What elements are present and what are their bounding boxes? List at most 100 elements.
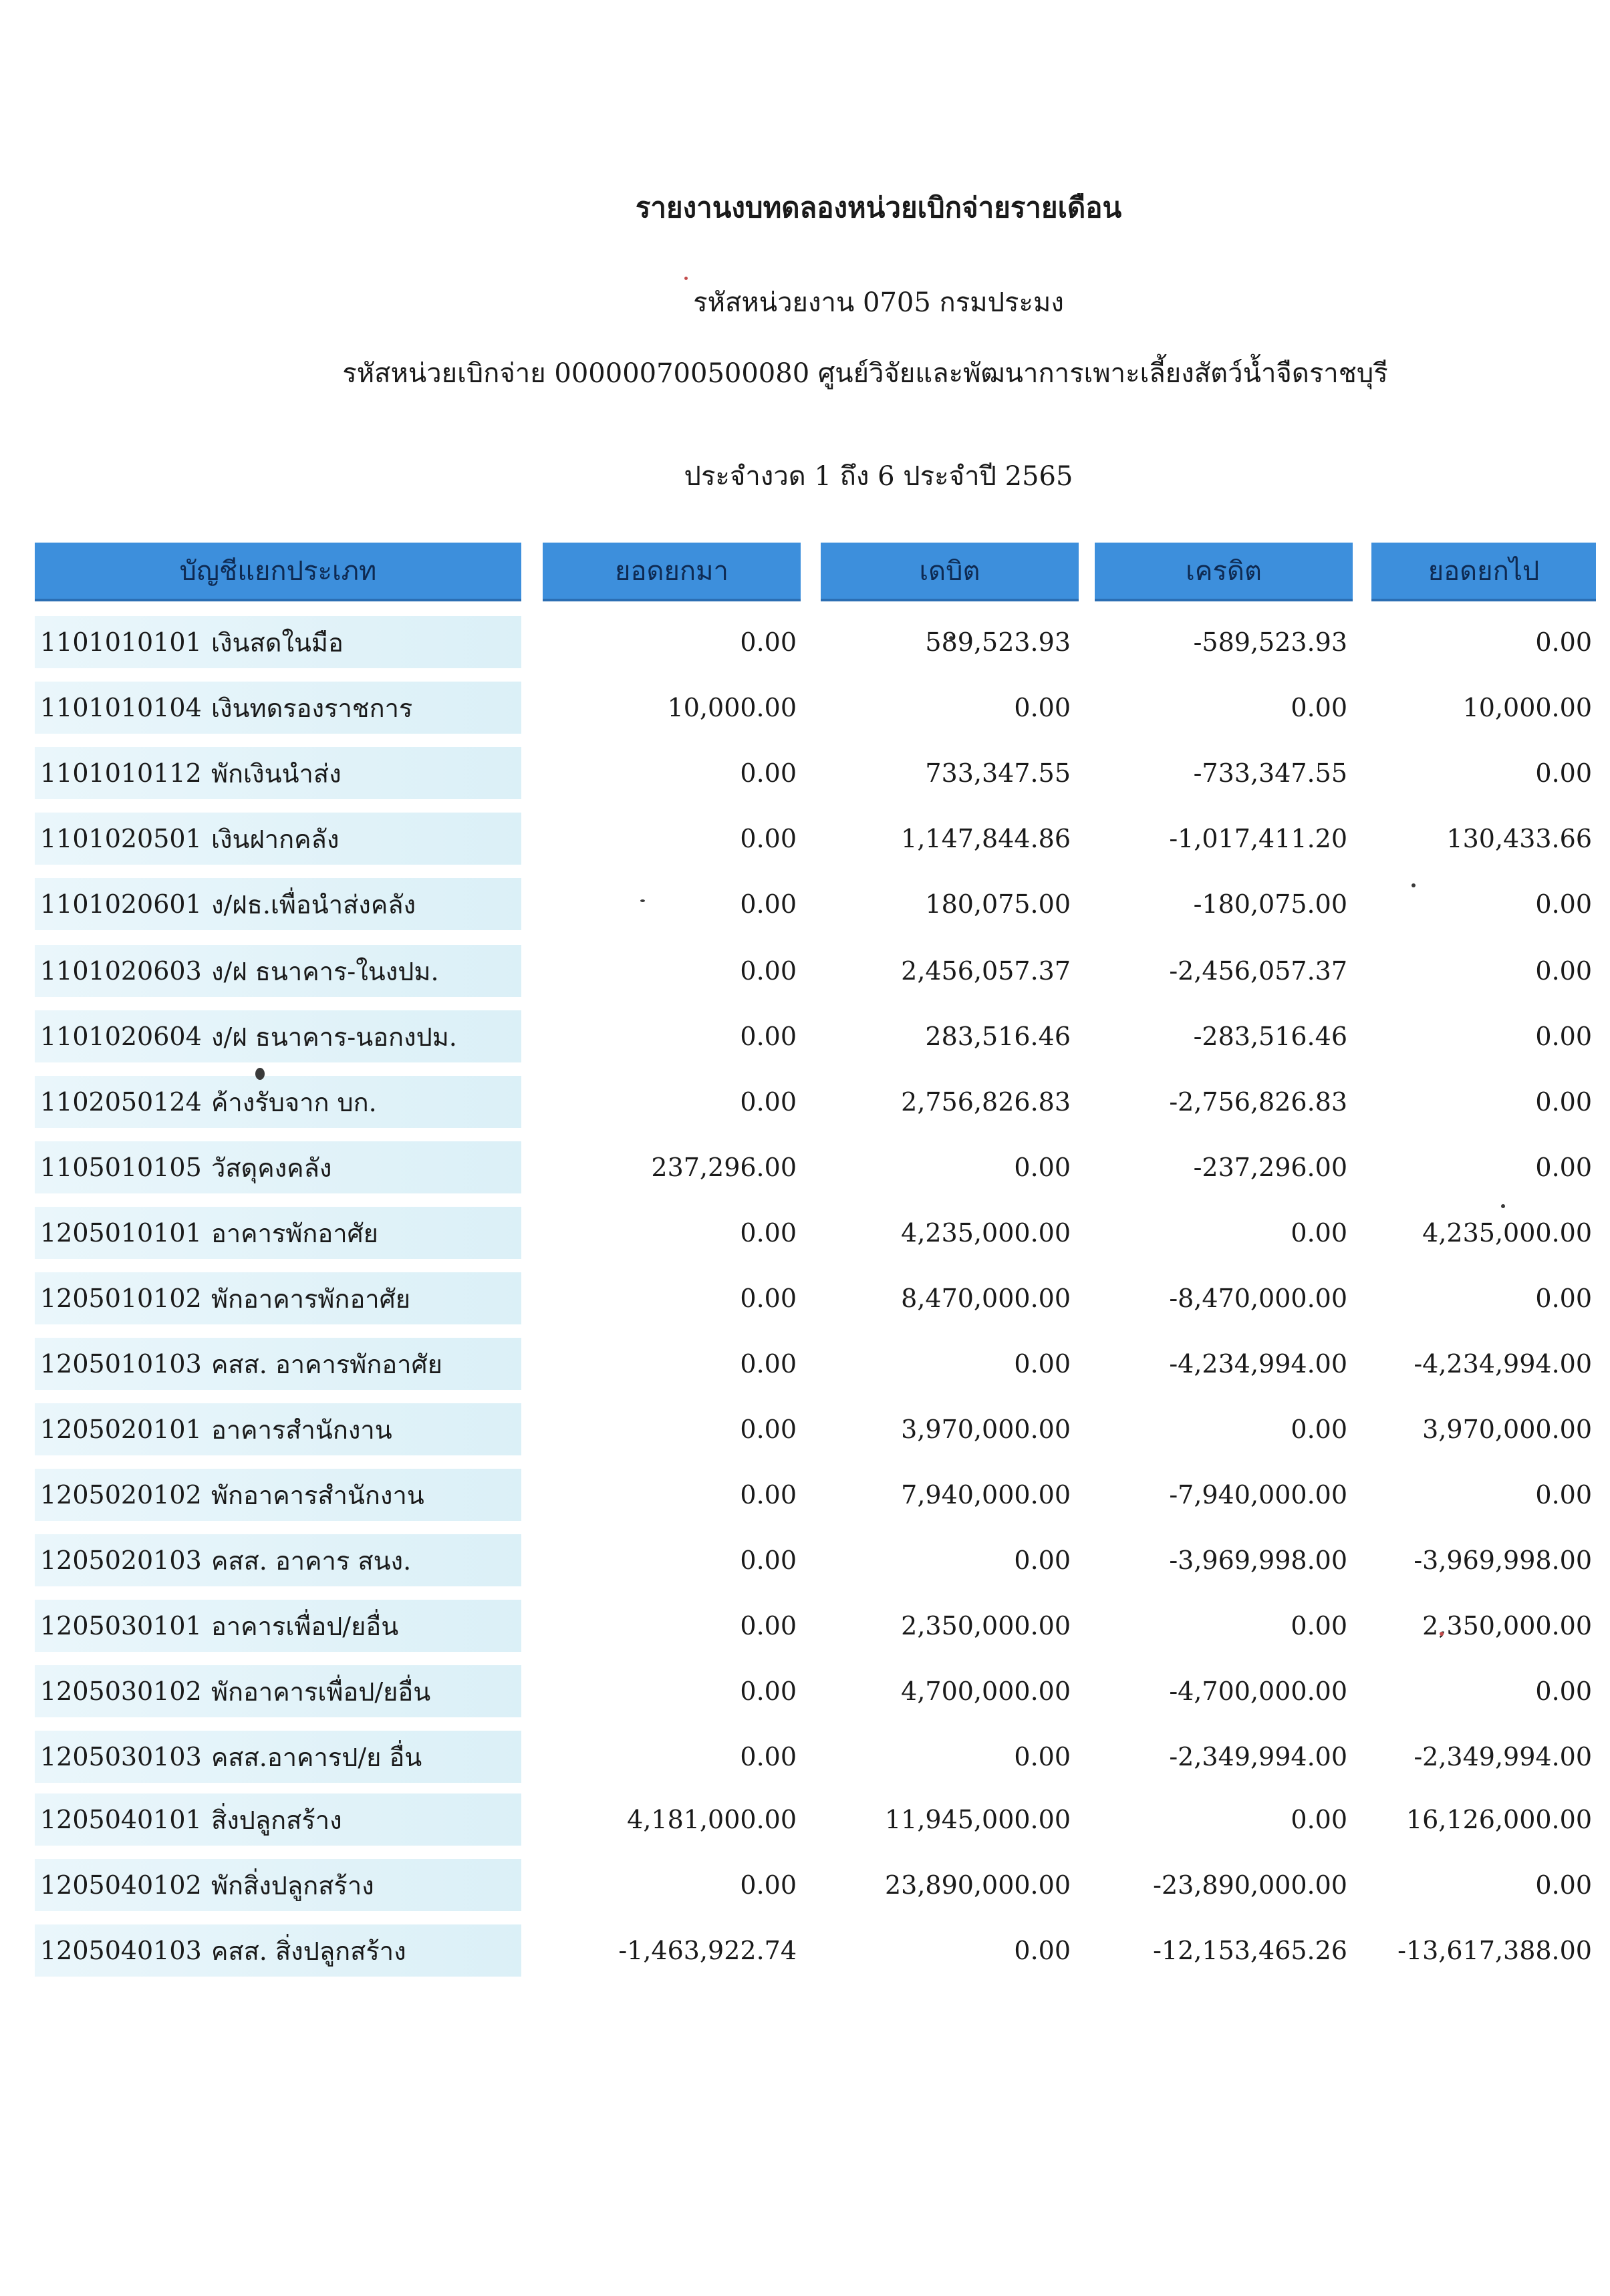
account-cell: 1205030101 อาคารเพื่อป/ยอื่น [35, 1600, 521, 1652]
account-cell: 1101010112 พักเงินนำส่ง [35, 747, 521, 799]
credit-amount: -589,523.93 [1193, 627, 1347, 657]
account-name: คสส. อาคาร สนง. [211, 1546, 412, 1576]
agency-code: รหัสหน่วยงาน 0705 กรมประมง [693, 287, 1064, 318]
credit-amount: -7,940,000.00 [1169, 1480, 1347, 1510]
opening-balance: 0.00 [740, 1349, 797, 1379]
credit-amount: -283,516.46 [1193, 1022, 1347, 1051]
closing-balance: 130,433.66 [1446, 824, 1592, 853]
opening-balance: 10,000.00 [667, 693, 797, 722]
table-row: 1102050124 ค้างรับจาก บก. 0.00 2,756,826.83… [0, 1076, 1610, 1128]
credit-amount: -2,349,994.00 [1169, 1742, 1347, 1771]
closing-balance: 0.00 [1535, 1480, 1592, 1510]
opening-balance: 0.00 [740, 1022, 797, 1051]
closing-balance: 0.00 [1535, 758, 1592, 788]
account-name: ง/ฝธ.เพื่อนำส่งคลัง [211, 889, 416, 919]
account-code: 1205040101 [40, 1805, 202, 1834]
scan-speck [1412, 883, 1416, 887]
account-name: อาคารพักอาศัย [211, 1218, 378, 1248]
opening-balance: 0.00 [740, 824, 797, 853]
closing-balance: 0.00 [1535, 1153, 1592, 1182]
account-code: 1205040102 [40, 1870, 202, 1900]
debit-amount: 283,516.46 [925, 1022, 1071, 1051]
opening-balance: 0.00 [740, 1677, 797, 1706]
credit-amount: -237,296.00 [1193, 1153, 1347, 1182]
account-code: 1205040103 [40, 1936, 202, 1965]
closing-balance: -4,234,994.00 [1414, 1349, 1592, 1379]
debit-amount: 3,970,000.00 [901, 1415, 1071, 1444]
table-row: 1205030101 อาคารเพื่อป/ยอื่น 0.00 2,350,000… [0, 1600, 1610, 1652]
account-code: 1205020103 [40, 1546, 202, 1575]
account-code: 1105010105 [40, 1153, 202, 1182]
opening-balance: 0.00 [740, 1415, 797, 1444]
debit-amount: 0.00 [1014, 693, 1071, 722]
opening-balance: 0.00 [740, 1870, 797, 1900]
account-name: คสส. สิ่งปลูกสร้าง [211, 1936, 406, 1966]
debit-amount: 733,347.55 [925, 758, 1071, 788]
disbursing-unit: รหัสหน่วยเบิกจ่าย 000000700500080 ศูนย์ว… [342, 358, 1388, 389]
opening-balance: 0.00 [740, 1742, 797, 1771]
table-row: 1205040103 คสส. สิ่งปลูกสร้าง -1,463,922.7… [0, 1924, 1610, 1977]
account-cell: 1105010105 วัสดุคงคลัง [35, 1141, 521, 1193]
table-row: 1101010112 พักเงินนำส่ง 0.00 733,347.55 -733… [0, 747, 1610, 799]
closing-balance: 0.00 [1535, 627, 1592, 657]
closing-balance: 0.00 [1535, 1087, 1592, 1117]
debit-amount: 0.00 [1014, 1936, 1071, 1965]
table-row: 1101020604 ง/ฝ ธนาคาร-นอกงปม. 0.00 283,516.… [0, 1010, 1610, 1062]
opening-balance: 0.00 [740, 1087, 797, 1117]
account-code: 1205030102 [40, 1677, 202, 1706]
debit-amount: 11,945,000.00 [884, 1805, 1071, 1834]
account-cell: 1205040101 สิ่งปลูกสร้าง [35, 1793, 521, 1846]
scan-speck [640, 899, 645, 902]
table-row: 1205020101 อาคารสำนักงาน 0.00 3,970,000.00 0… [0, 1403, 1610, 1455]
account-name: พักเงินนำส่ง [211, 758, 342, 788]
scan-speck [1440, 1632, 1444, 1636]
debit-amount: 8,470,000.00 [901, 1284, 1071, 1313]
opening-balance: 0.00 [740, 1284, 797, 1313]
account-code: 1205010103 [40, 1349, 202, 1379]
closing-balance: 0.00 [1535, 889, 1592, 919]
table-row: 1205010103 คสส. อาคารพักอาศัย 0.00 0.00 -4,2… [0, 1338, 1610, 1390]
table-row: 1205040101 สิ่งปลูกสร้าง 4,181,000.00 11,94… [0, 1793, 1610, 1846]
closing-balance: -13,617,388.00 [1397, 1936, 1592, 1965]
credit-amount: -180,075.00 [1193, 889, 1347, 919]
account-code: 1205030103 [40, 1742, 202, 1771]
account-cell: 1205020102 พักอาคารสำนักงาน [35, 1469, 521, 1521]
account-name: พักอาคารเพื่อป/ยอื่น [211, 1677, 431, 1707]
credit-amount: -2,456,057.37 [1169, 956, 1347, 986]
closing-balance: -3,969,998.00 [1414, 1546, 1592, 1575]
account-name: พักอาคารสำนักงาน [211, 1480, 424, 1510]
credit-amount: -4,700,000.00 [1169, 1677, 1347, 1706]
account-name: พักอาคารพักอาศัย [211, 1284, 410, 1314]
credit-amount: -4,234,994.00 [1169, 1349, 1347, 1379]
debit-amount: 2,756,826.83 [901, 1087, 1071, 1117]
credit-amount: -12,153,465.26 [1153, 1936, 1347, 1965]
closing-balance: 0.00 [1535, 1284, 1592, 1313]
account-cell: 1205010103 คสส. อาคารพักอาศัย [35, 1338, 521, 1390]
table-row: 1101020501 เงินฝากคลัง 0.00 1,147,844.86 -1,… [0, 813, 1610, 865]
debit-amount: 2,456,057.37 [901, 956, 1071, 986]
scan-speck [255, 1068, 265, 1080]
column-header-closing: ยอดยกไป [1371, 543, 1596, 601]
credit-amount: -3,969,998.00 [1169, 1546, 1347, 1575]
account-code: 1101020604 [40, 1022, 202, 1051]
debit-amount: 4,700,000.00 [901, 1677, 1071, 1706]
opening-balance: 0.00 [740, 758, 797, 788]
account-cell: 1102050124 ค้างรับจาก บก. [35, 1076, 521, 1128]
table-row: 1205020103 คสส. อาคาร สนง. 0.00 0.00 -3,969,… [0, 1534, 1610, 1586]
debit-amount: 23,890,000.00 [884, 1870, 1071, 1900]
opening-balance: 0.00 [740, 627, 797, 657]
table-row: 1101020603 ง/ฝ ธนาคาร-ในงปม. 0.00 2,456,057… [0, 945, 1610, 997]
closing-balance: 0.00 [1535, 1870, 1592, 1900]
credit-amount: -1,017,411.20 [1169, 824, 1347, 853]
opening-balance: 0.00 [740, 1546, 797, 1575]
account-code: 1101020603 [40, 956, 202, 986]
table-row: 1101010101 เงินสดในมือ 0.00 589,523.93 -589,… [0, 616, 1610, 668]
scan-speck [1501, 1204, 1505, 1208]
table-row: 1105010105 วัสดุคงคลัง 237,296.00 0.00 -237,… [0, 1141, 1610, 1193]
table-row: 1205030103 คสส.อาคารป/ย อื่น 0.00 0.00 -2,34… [0, 1731, 1610, 1783]
account-cell: 1205010101 อาคารพักอาศัย [35, 1207, 521, 1259]
closing-balance: 16,126,000.00 [1405, 1805, 1592, 1834]
account-code: 1102050124 [40, 1087, 202, 1117]
debit-amount: 7,940,000.00 [901, 1480, 1071, 1510]
table-row: 1205010102 พักอาคารพักอาศัย 0.00 8,470,000.… [0, 1272, 1610, 1324]
